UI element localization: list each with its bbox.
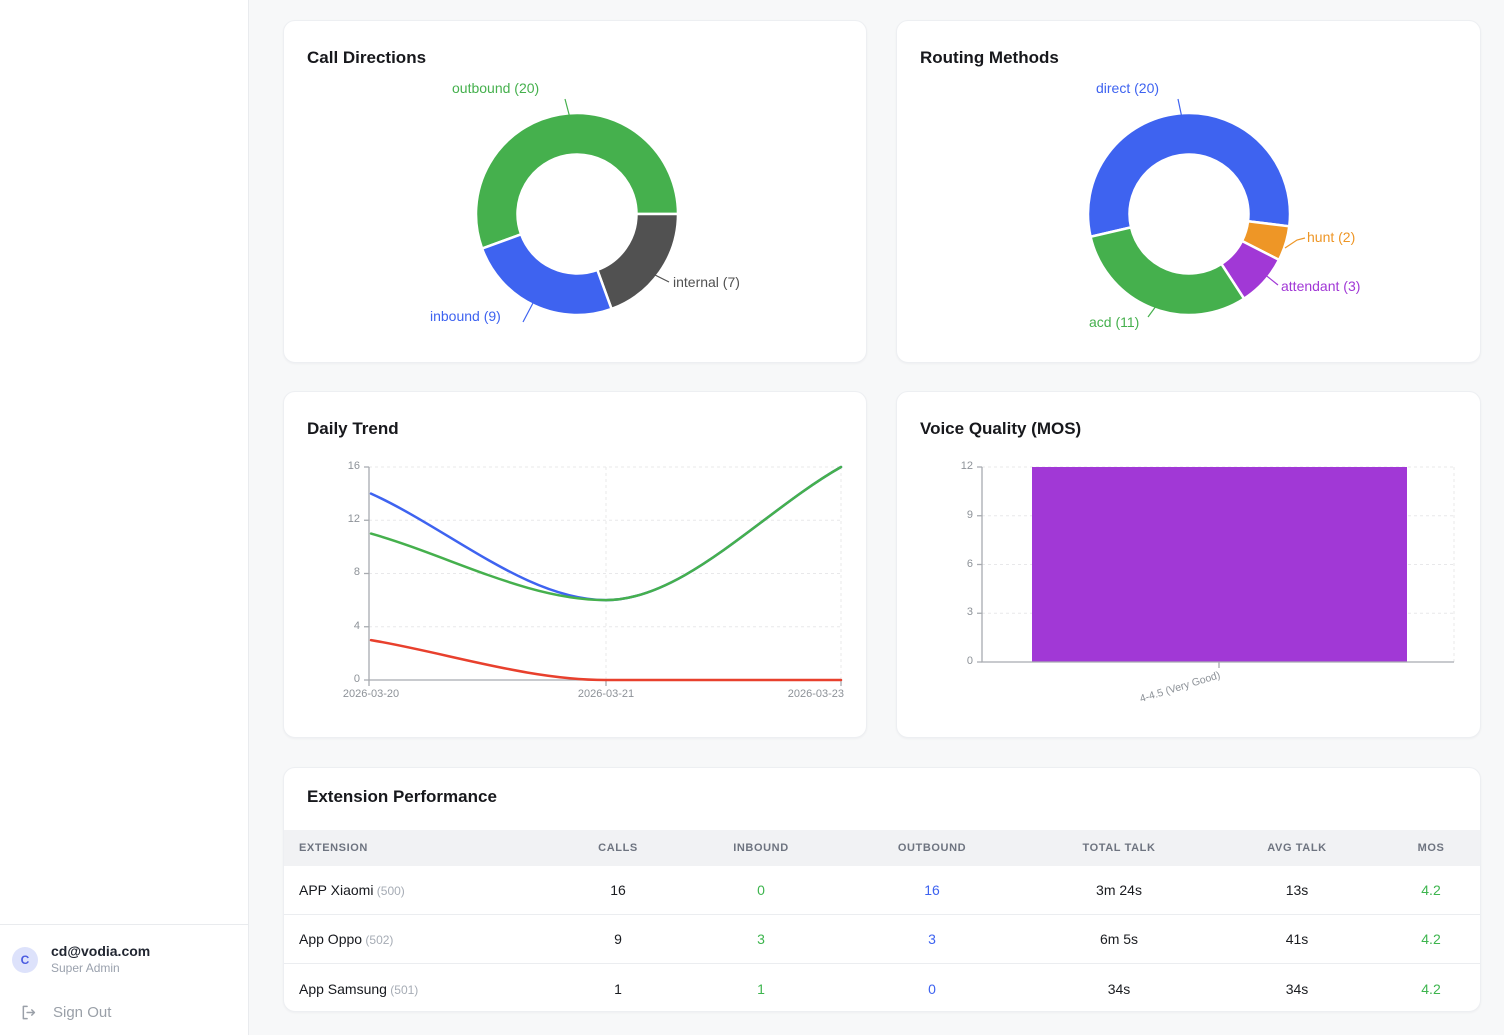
leader-line-internal	[646, 270, 670, 283]
slice-label-inbound: inbound (9)	[430, 308, 501, 324]
x-tick: 2026-03-23	[787, 688, 844, 700]
cell-mos: 4.2	[1421, 931, 1441, 947]
sign-out-button[interactable]: Sign Out	[12, 1004, 236, 1021]
card-title-call-directions: Call Directions	[307, 48, 427, 67]
card-title-routing-methods: Routing Methods	[920, 48, 1059, 67]
extension-name: App Oppo	[299, 931, 363, 947]
cell-total-talk: 34s	[1107, 980, 1131, 997]
routing-methods-donut-chart	[1086, 98, 1306, 318]
cell-inbound: 1	[757, 980, 765, 997]
user-email: cd@vodia.com	[51, 943, 151, 959]
slice-label-acd: acd (11)	[1089, 314, 1140, 330]
leader-line-inbound	[522, 302, 534, 323]
y-tick: 0	[353, 673, 360, 685]
card-call-directions: Call Directions outbound (20) internal (…	[283, 20, 867, 363]
line-red-series	[369, 638, 843, 682]
card-voice-quality: Voice Quality (MOS) 12 9 6 3 0 4-4.5 (Ve…	[896, 391, 1481, 738]
extension-name: APP Xiaomi	[299, 882, 374, 898]
slice-label-hunt: hunt (2)	[1307, 229, 1356, 245]
avatar: C	[12, 946, 38, 973]
sidebar-footer: C cd@vodia.com Super Admin Sign Out	[0, 924, 248, 1035]
cell-outbound: 0	[928, 980, 936, 997]
cell-avg-talk: 34s	[1285, 980, 1309, 997]
column-header-outbound: OUTBOUND	[897, 842, 967, 854]
cell-avg-talk: 41s	[1285, 931, 1309, 947]
daily-trend-line-chart	[364, 465, 843, 686]
user-role: Super Admin	[51, 961, 120, 975]
leader-line-outbound	[564, 98, 571, 119]
card-title-extension-performance: Extension Performance	[307, 787, 497, 806]
cell-avg-talk: 13s	[1285, 882, 1309, 898]
cell-extension: App Oppo (502)	[284, 931, 554, 947]
cell-calls: 16	[610, 882, 626, 898]
extension-table-body: APP Xiaomi (500) 16 0 16 3m 24s 13s 4.2 App Opp…	[284, 866, 1480, 1011]
leader-line-direct	[1177, 98, 1183, 119]
extension-name: App Samsung	[299, 980, 387, 997]
call-directions-donut-chart	[474, 98, 680, 323]
column-header-mos: MOS	[1417, 842, 1445, 854]
y-tick: 8	[353, 566, 360, 578]
card-routing-methods: Routing Methods direct (20) hunt (2) att…	[896, 20, 1481, 363]
card-title-voice-quality: Voice Quality (MOS)	[920, 419, 1082, 438]
column-header-calls: CALLS	[598, 842, 638, 854]
column-header-total-talk: TOTAL TALK	[1082, 842, 1156, 854]
column-header-avg-talk: AVG TALK	[1267, 842, 1327, 854]
y-tick: 12	[347, 513, 360, 525]
y-tick: 9	[966, 509, 973, 521]
y-tick: 3	[966, 606, 973, 618]
donut-slice-internal	[596, 212, 680, 311]
x-tick: 2026-03-21	[577, 688, 635, 700]
leader-line-hunt	[1284, 237, 1306, 249]
column-header-extension: EXTENSION	[299, 842, 368, 854]
slice-label-internal: internal (7)	[673, 274, 740, 290]
table-row: App Samsung (501) 1 1 0 34s 34s 4.2	[284, 964, 1480, 1011]
donut-slice-direct	[1086, 111, 1292, 238]
cell-calls: 9	[614, 931, 622, 947]
sign-out-icon	[22, 1005, 36, 1020]
slice-label-direct: direct (20)	[1096, 83, 1160, 96]
sidebar: C cd@vodia.com Super Admin Sign Out	[0, 0, 249, 1035]
leader-line-attendant	[1262, 272, 1279, 286]
cell-mos: 4.2	[1421, 882, 1441, 898]
table-row: App Oppo (502) 9 3 3 6m 5s 41s 4.2	[284, 915, 1480, 964]
table-row: APP Xiaomi (500) 16 0 16 3m 24s 13s 4.2	[284, 866, 1480, 915]
cell-outbound: 3	[928, 931, 936, 947]
gridlines	[369, 466, 842, 680]
y-tick: 4	[353, 620, 360, 632]
y-tick: 12	[960, 460, 973, 472]
cell-total-talk: 6m 5s	[1099, 931, 1139, 947]
cell-calls: 1	[614, 980, 622, 997]
donut-slice-acd	[1089, 226, 1246, 317]
cell-inbound: 0	[757, 882, 765, 898]
extension-number: (502)	[362, 933, 394, 947]
cell-inbound: 3	[757, 931, 765, 947]
slice-label-outbound: outbound (20)	[452, 83, 540, 96]
cell-total-talk: 3m 24s	[1096, 882, 1142, 898]
user-profile: C cd@vodia.com Super Admin	[12, 943, 236, 976]
cell-outbound: 16	[924, 882, 940, 898]
extension-number: (501)	[386, 982, 419, 997]
axes	[977, 466, 1454, 668]
y-tick: 0	[966, 655, 973, 667]
card-extension-performance: Extension Performance EXTENSION CALLS IN…	[283, 767, 1481, 1012]
x-tick: 2026-03-20	[342, 688, 400, 700]
y-tick: 16	[347, 460, 360, 472]
donut-slice-inbound	[480, 233, 613, 317]
line-green-series	[369, 465, 843, 602]
cell-mos: 4.2	[1421, 980, 1441, 997]
mos-bar	[1032, 467, 1407, 662]
card-title-daily-trend: Daily Trend	[307, 419, 399, 438]
leader-line-acd	[1147, 301, 1160, 318]
card-daily-trend: Daily Trend 16 12 8 4 0 2026-03-20 2026-	[283, 391, 867, 738]
voice-quality-bar-chart	[977, 466, 1455, 668]
donut-slice-outbound	[474, 111, 680, 250]
column-header-inbound: INBOUND	[733, 842, 789, 854]
cell-extension: APP Xiaomi (500)	[284, 882, 554, 898]
slice-label-attendant: attendant (3)	[1281, 278, 1361, 294]
extension-number: (500)	[373, 884, 405, 898]
cell-extension: App Samsung (501)	[284, 981, 554, 997]
y-tick: 6	[966, 558, 973, 570]
sign-out-label: Sign Out	[53, 1004, 112, 1021]
table-header-row: EXTENSION CALLS INBOUND OUTBOUND TOTAL T…	[284, 830, 1480, 866]
